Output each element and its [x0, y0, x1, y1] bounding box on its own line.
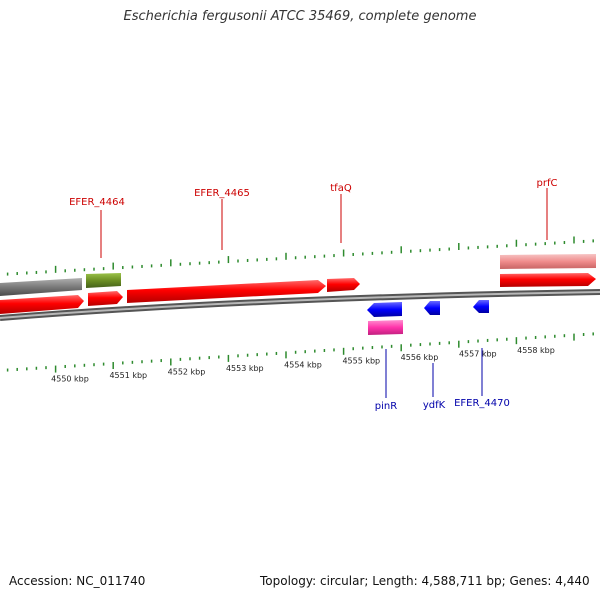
outer-ruler: [6, 236, 594, 276]
feature-pinR-pink: [368, 320, 403, 335]
scale-labels: 4550 kbp 4551 kbp 4552 kbp 4553 kbp 4554 kbp…: [51, 346, 555, 384]
scale-label: 4555 kbp: [342, 357, 380, 366]
scale-label: 4554 kbp: [284, 360, 322, 369]
cds-arrow-1: [0, 295, 84, 314]
genome-summary-text: Topology: circular; Length: 4,588,711 bp…: [260, 574, 590, 588]
gene-label-ydfK: ydfK: [423, 400, 446, 411]
gene-feature-gray: [0, 278, 82, 296]
scale-label: 4551 kbp: [109, 371, 147, 380]
cds-arrow-EFER_4465: [127, 280, 326, 303]
scale-label: 4552 kbp: [168, 368, 206, 377]
accession-text: Accession: NC_011740: [9, 574, 146, 588]
scale-label: 4553 kbp: [226, 364, 264, 373]
gene-label-EFER_4464: EFER_4464: [69, 197, 125, 208]
cds-arrow-ydfK: [424, 301, 440, 315]
scale-label: 4557 kbp: [459, 350, 497, 359]
gene-label-EFER_4470: EFER_4470: [454, 398, 510, 409]
gene-feature-prfC-pseudo: [500, 254, 596, 269]
scale-label: 4556 kbp: [401, 353, 439, 362]
scale-label: 4550 kbp: [51, 375, 89, 384]
genome-backbone-highlight: [0, 291, 600, 319]
cds-arrow-pinR: [367, 302, 402, 317]
cds-arrow-EFER_4464: [88, 291, 123, 306]
cds-arrow-prfC: [500, 273, 596, 287]
gene-label-EFER_4465: EFER_4465: [194, 188, 250, 199]
gene-feature-olive: [86, 273, 121, 288]
scale-label: 4558 kbp: [517, 346, 555, 355]
map-title: Escherichia fergusonii ATCC 35469, compl…: [123, 9, 477, 24]
gene-label-pinR: pinR: [375, 401, 397, 412]
cds-arrow-tfaQ: [327, 278, 360, 292]
gene-label-prfC: prfC: [537, 178, 558, 189]
cds-arrow-EFER_4470: [473, 300, 489, 313]
inner-ruler: [6, 332, 594, 373]
gene-label-tfaQ: tfaQ: [330, 183, 352, 194]
